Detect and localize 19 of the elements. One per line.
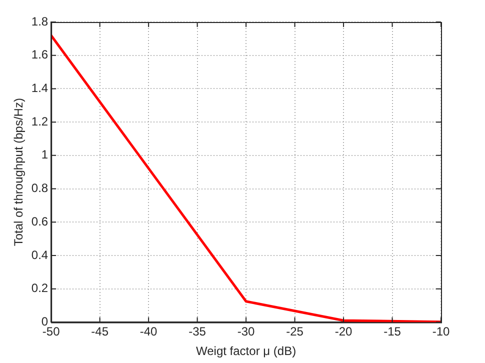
- x-tick-label: -45: [91, 324, 109, 339]
- y-tick-label: 1.4: [31, 81, 48, 96]
- x-tick-label: -15: [384, 324, 402, 339]
- x-tick-label: -25: [286, 324, 304, 339]
- y-tick-label: 1.8: [31, 14, 48, 28]
- x-axis-title: Weigt factor μ (dB): [196, 344, 296, 358]
- x-tick-label: -35: [188, 324, 206, 339]
- y-tick-label: 0.6: [31, 214, 48, 228]
- y-tick-label: 1: [41, 148, 48, 162]
- y-tick-label: 0.4: [31, 248, 48, 262]
- x-tick-label: -10: [432, 324, 450, 339]
- y-tick-label: 0.8: [31, 181, 48, 196]
- y-tick-label: 1.2: [31, 114, 48, 128]
- y-tick-label: 1.6: [31, 48, 48, 62]
- x-tick-label: -20: [334, 324, 353, 339]
- x-tick-label: -30: [237, 324, 256, 339]
- x-tick-label: -40: [140, 324, 158, 339]
- y-axis-title: Total of throughput (bps/Hz): [12, 98, 26, 246]
- y-tick-label: 0.2: [31, 281, 48, 296]
